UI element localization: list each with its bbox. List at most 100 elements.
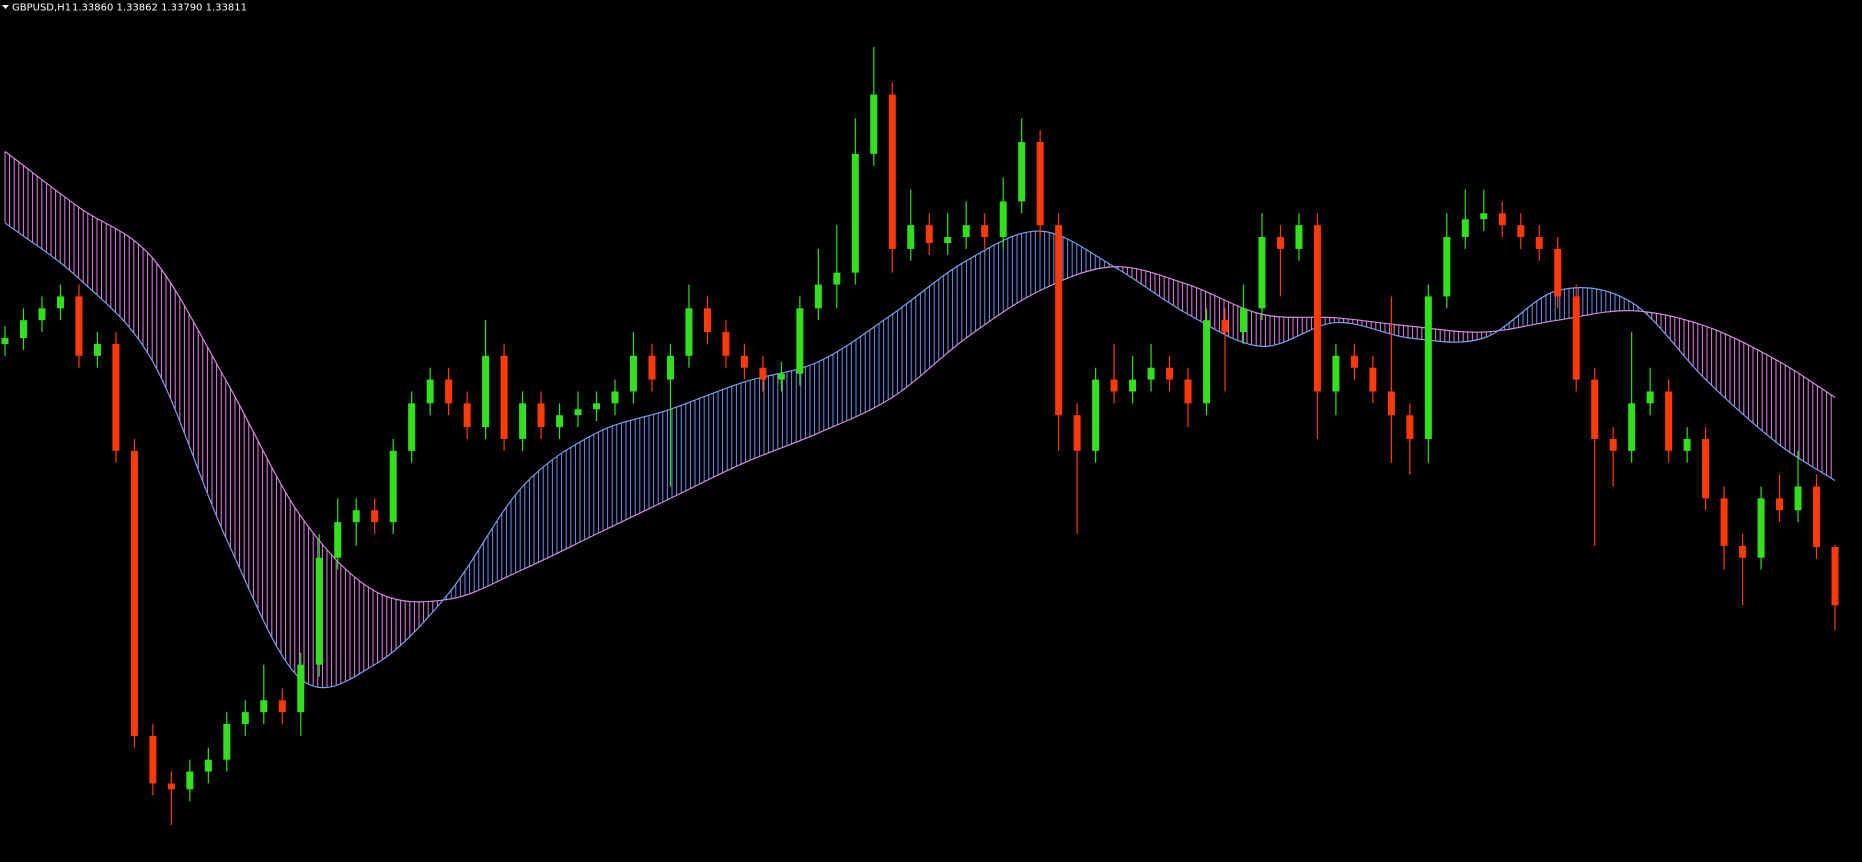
candle-body <box>445 379 453 404</box>
candle-body <box>888 94 896 249</box>
candle-body <box>1776 498 1784 511</box>
candle-body <box>703 308 711 333</box>
candle-body <box>1646 391 1654 404</box>
candle-body <box>500 355 508 439</box>
candle-body <box>685 308 693 356</box>
candle-body <box>1517 225 1525 238</box>
candle-body <box>1406 415 1414 439</box>
candle-body <box>944 237 952 243</box>
candle-body <box>1443 237 1451 297</box>
candle-body <box>297 664 305 713</box>
candle-body <box>629 355 637 392</box>
candle-body <box>75 296 83 356</box>
candle-body <box>167 783 175 790</box>
candle-body <box>1831 547 1839 606</box>
candle-body <box>925 225 933 243</box>
candle-body <box>611 391 619 404</box>
candle-body <box>1092 379 1100 451</box>
collapse-arrow[interactable] <box>2 5 9 9</box>
candle-body <box>833 272 841 285</box>
candle-body <box>1203 320 1211 404</box>
candle-body <box>463 403 471 428</box>
candle-body <box>519 403 527 439</box>
candle-body <box>851 153 859 273</box>
candle-body <box>38 308 46 321</box>
candle-body <box>352 510 360 523</box>
candle-body <box>204 759 212 772</box>
candle-body <box>1221 320 1229 333</box>
candle-body <box>740 355 748 368</box>
candle-body <box>537 403 545 428</box>
candle-body <box>1480 213 1488 220</box>
candle-body <box>556 415 564 428</box>
candle-body <box>1572 296 1580 380</box>
candle-body <box>1239 308 1247 333</box>
candle-body <box>1184 379 1192 404</box>
candle-body <box>241 712 249 725</box>
candle-body <box>389 450 397 523</box>
candle-body <box>315 557 323 665</box>
candle-body <box>1591 379 1599 439</box>
candle-body <box>1295 225 1303 249</box>
candle-body <box>962 225 970 238</box>
candle-body <box>759 367 767 380</box>
candle-body <box>1554 248 1562 297</box>
candle-body <box>1498 213 1506 226</box>
candle-body <box>112 343 120 451</box>
candle-body <box>1461 219 1469 238</box>
candle-body <box>1794 486 1802 511</box>
candle-body <box>722 332 730 356</box>
candle-body <box>1350 355 1358 368</box>
candle-body <box>426 379 434 404</box>
candle-body <box>907 225 915 249</box>
indicator-line <box>4 151 1836 603</box>
candle-body <box>814 284 822 309</box>
candle-body <box>1757 498 1765 558</box>
candle-body <box>1129 379 1137 392</box>
symbol-label: GBPUSD,H1 <box>12 3 71 14</box>
candle-body <box>1665 391 1673 451</box>
candle-body <box>408 403 416 451</box>
candle-body <box>1369 367 1377 392</box>
candle-body <box>1720 498 1728 546</box>
candle-body <box>870 94 878 154</box>
candle-body <box>1110 379 1118 392</box>
candle-body <box>1276 237 1284 249</box>
candle-body <box>1018 142 1026 202</box>
candle-body <box>1535 237 1543 249</box>
candle-body <box>1258 237 1266 309</box>
candle-body <box>1166 367 1174 380</box>
candle-body <box>593 403 601 410</box>
candle-body <box>1387 391 1395 416</box>
candle-body <box>1036 142 1044 226</box>
candle-body <box>371 510 379 523</box>
candle-body <box>1332 355 1340 392</box>
candle-body <box>149 735 157 784</box>
candle-body <box>666 355 674 380</box>
candle-body <box>999 201 1007 238</box>
candle-body <box>1609 438 1617 451</box>
candle-body <box>223 724 231 760</box>
candle-body <box>1055 225 1063 416</box>
candle-body <box>130 450 138 736</box>
candle-body <box>1313 225 1321 392</box>
candle-body <box>1702 438 1710 499</box>
candle-body <box>981 225 989 238</box>
candle-body <box>1739 545 1747 558</box>
candle-body <box>777 373 785 380</box>
candle-body <box>19 320 27 339</box>
candle-body <box>1 338 9 344</box>
candle-body <box>186 771 194 790</box>
candle-body <box>1683 438 1691 451</box>
indicator-line <box>4 222 1836 689</box>
candle-body <box>278 700 286 713</box>
candle-body <box>56 296 64 309</box>
candle-body <box>1628 403 1636 451</box>
candle-body <box>796 308 804 374</box>
candle-body <box>93 343 101 356</box>
candle-body <box>334 522 342 558</box>
candle-body <box>1813 486 1821 548</box>
candle-body <box>574 409 582 416</box>
